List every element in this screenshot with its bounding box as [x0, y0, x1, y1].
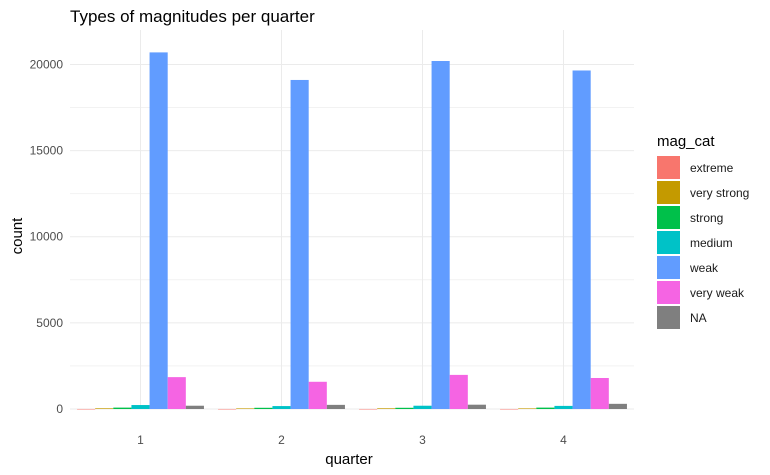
- legend-label: weak: [689, 261, 719, 275]
- legend-key: [657, 256, 680, 279]
- bar-q3-very-strong: [377, 408, 396, 409]
- bar-q4-very-strong: [518, 408, 537, 409]
- bar-q1-weak: [149, 52, 168, 410]
- y-tick-label: 15000: [30, 144, 64, 158]
- y-tick-label: 0: [56, 402, 63, 416]
- bar-q1-very-strong: [95, 408, 114, 409]
- x-tick-label: 2: [278, 433, 285, 447]
- bar-q4-medium: [554, 405, 573, 409]
- bar-q4-strong: [536, 407, 555, 409]
- legend-key: [657, 156, 680, 179]
- legend-label: NA: [690, 311, 707, 325]
- legend: mag_cat extreme very strong strong medium we…: [657, 133, 749, 329]
- legend-key: [657, 181, 680, 204]
- legend-key: [657, 306, 680, 329]
- bar-q1-strong: [113, 407, 132, 409]
- y-axis-title: count: [9, 217, 26, 255]
- bar-q4-weak: [572, 70, 591, 409]
- legend-title: mag_cat: [657, 133, 715, 150]
- bar-q2-na: [326, 404, 345, 409]
- bar-q4-extreme: [500, 408, 519, 410]
- bar-q3-extreme: [359, 408, 378, 410]
- legend-key: [657, 206, 680, 229]
- bar-q2-very-strong: [236, 408, 255, 409]
- legend-label: strong: [690, 211, 723, 225]
- bars: [77, 52, 627, 410]
- bar-q3-medium: [413, 405, 432, 409]
- bar-q2-medium: [272, 406, 291, 409]
- x-tick-label: 4: [560, 433, 567, 447]
- x-axis-title: quarter: [325, 451, 373, 468]
- bar-q2-very-weak: [308, 381, 327, 409]
- legend-label: medium: [690, 236, 733, 250]
- legend-key: [657, 281, 680, 304]
- bar-q3-weak: [431, 61, 450, 409]
- x-axis-ticks: 1 2 3 4: [137, 433, 567, 447]
- bar-q3-strong: [395, 407, 414, 409]
- bar-q1-na: [185, 405, 204, 409]
- y-tick-label: 5000: [36, 316, 63, 330]
- bar-q4-na: [608, 403, 627, 409]
- legend-label: extreme: [690, 161, 734, 175]
- bar-q3-very-weak: [449, 374, 468, 409]
- bar-q2-strong: [254, 407, 273, 409]
- x-tick-label: 3: [419, 433, 426, 447]
- legend-key: [657, 231, 680, 254]
- bar-q2-weak: [290, 79, 309, 409]
- bar-q1-extreme: [77, 408, 96, 410]
- bar-q1-very-weak: [167, 377, 186, 409]
- chart-title: Types of magnitudes per quarter: [70, 7, 315, 26]
- legend-label: very strong: [690, 186, 749, 200]
- y-tick-label: 10000: [30, 230, 64, 244]
- bar-q1-medium: [131, 405, 150, 409]
- y-tick-label: 20000: [30, 57, 64, 71]
- bar-q4-very-weak: [590, 377, 609, 409]
- x-tick-label: 1: [137, 433, 144, 447]
- bar-q2-extreme: [218, 408, 237, 410]
- legend-label: very weak: [690, 286, 745, 300]
- y-axis-ticks: 0 5000 10000 15000 20000: [30, 57, 64, 416]
- bar-q3-na: [467, 404, 486, 409]
